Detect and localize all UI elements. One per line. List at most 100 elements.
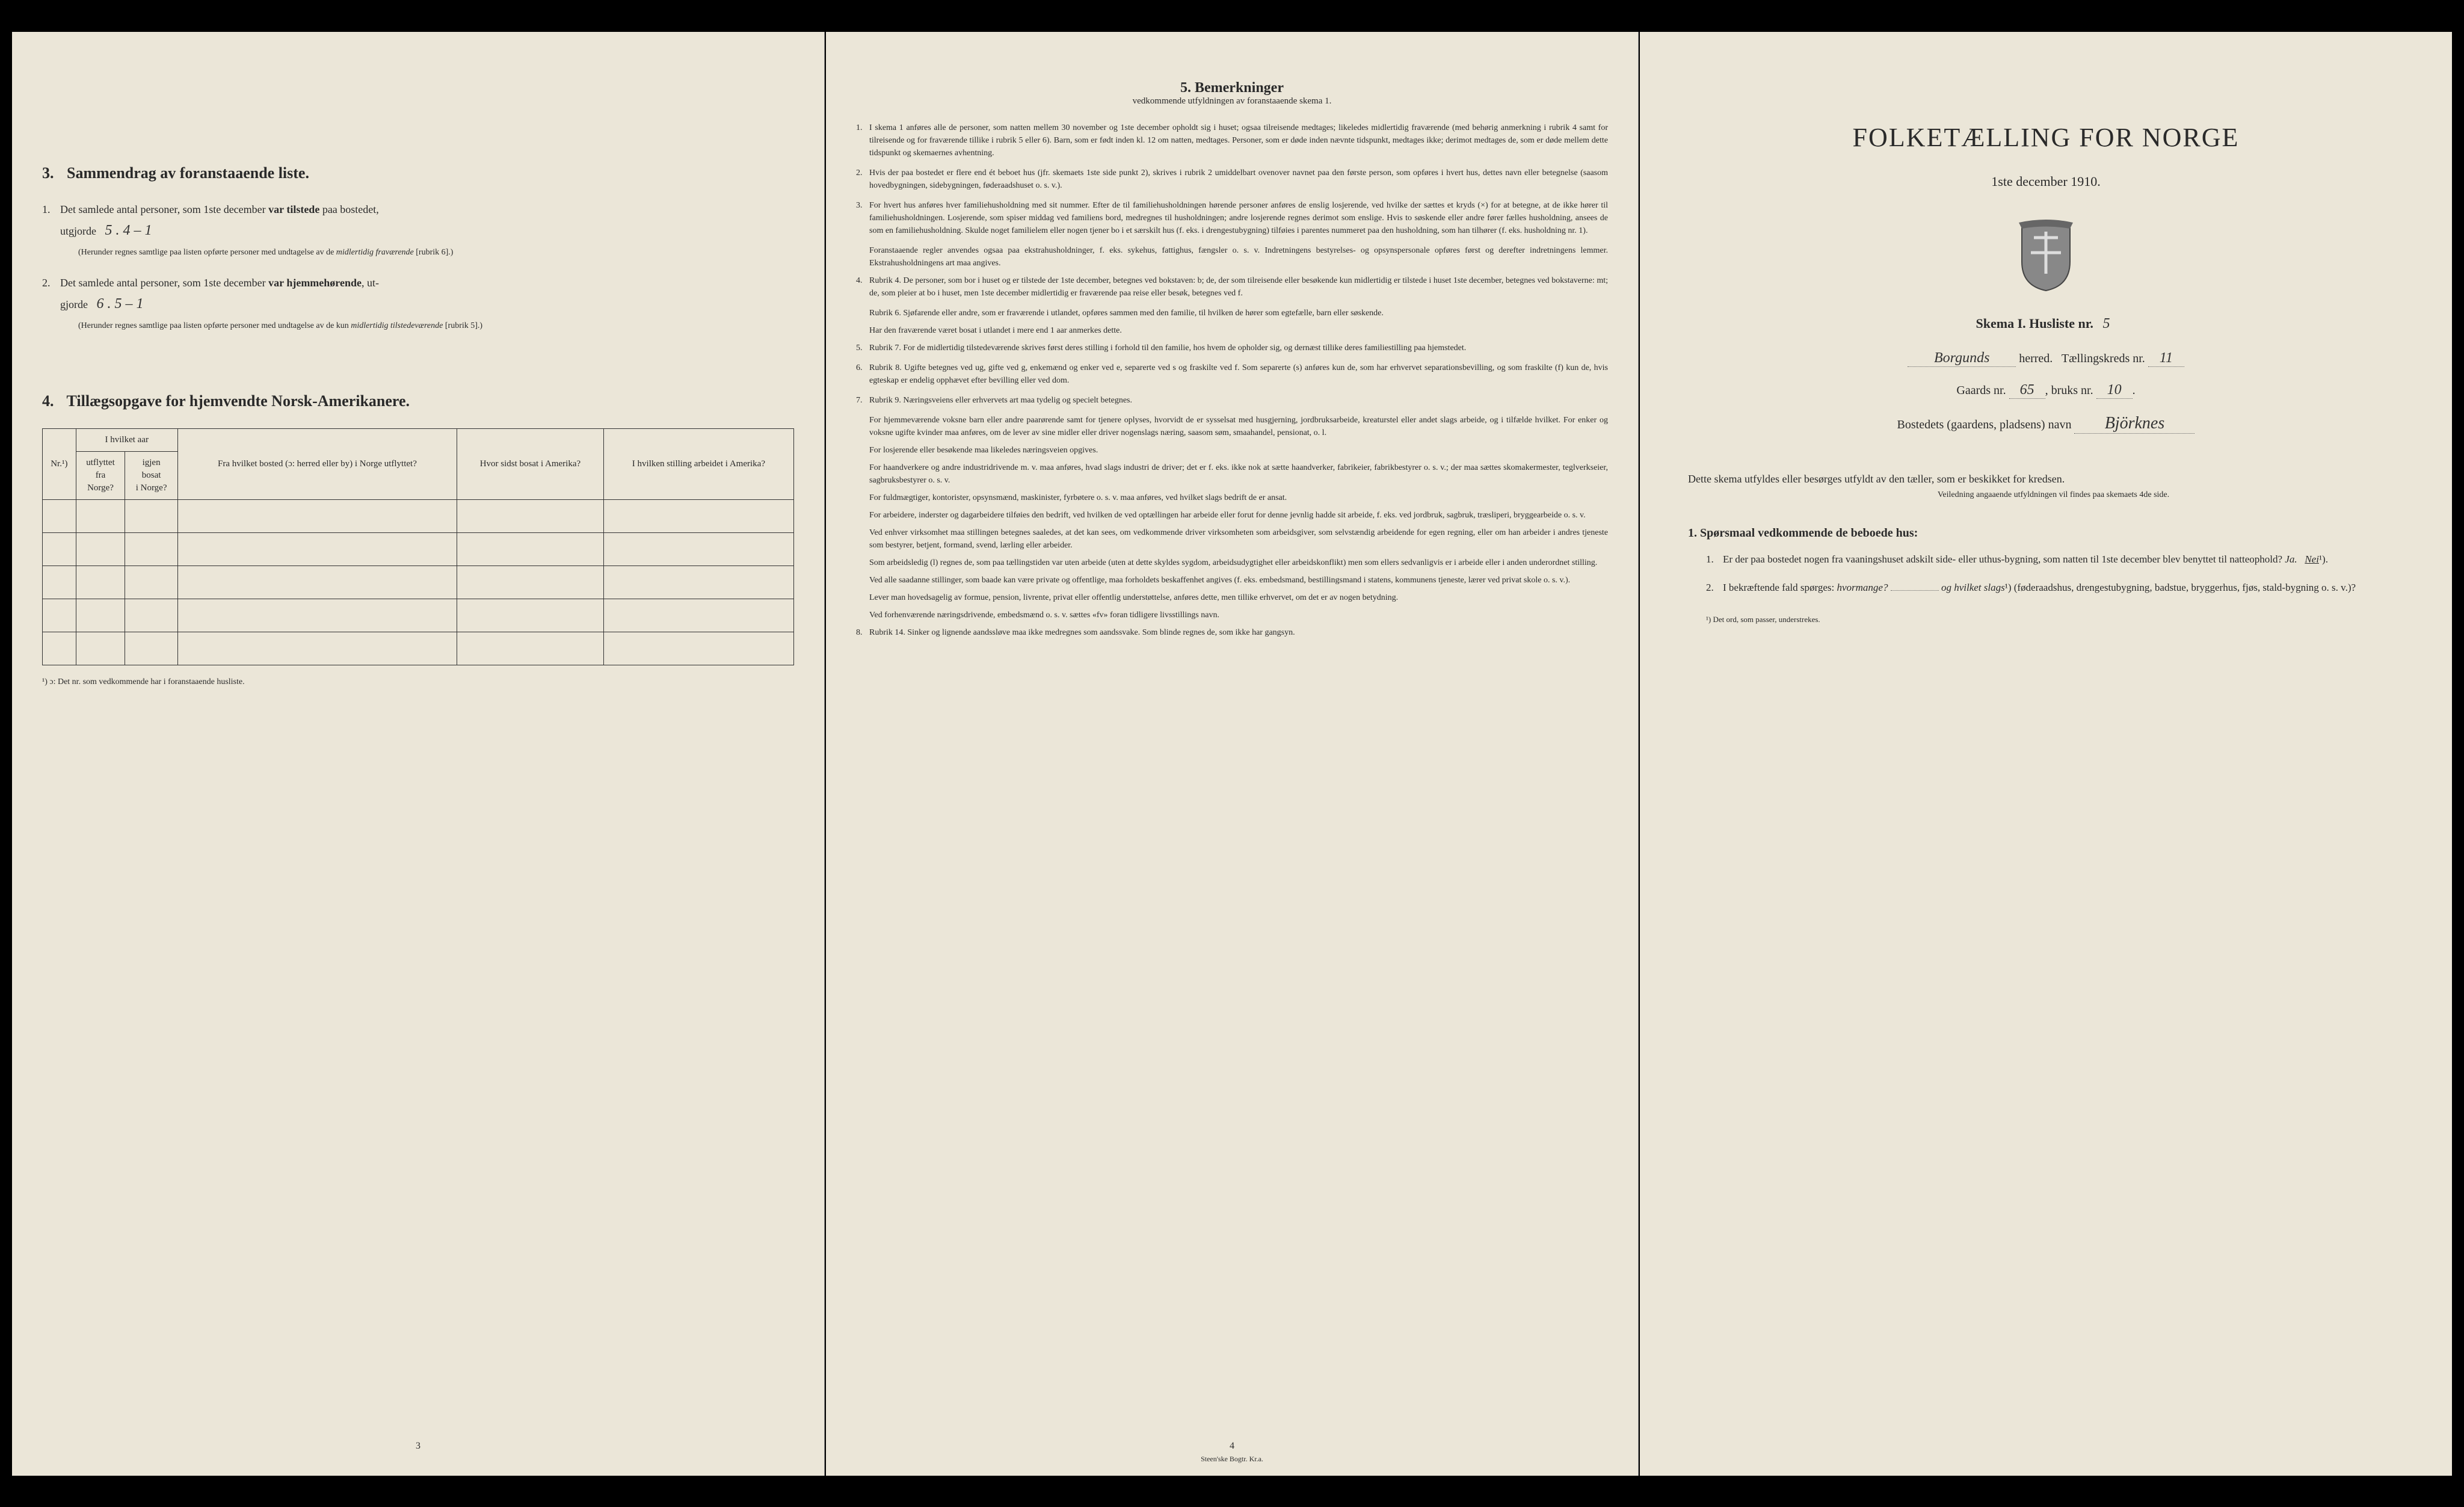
section4-title: 4. Tillægsopgave for hjemvendte Norsk-Am… [42,392,794,410]
th-stilling: I hvilken stilling arbeidet i Amerika? [603,429,793,500]
bosted-value: Björknes [2074,414,2194,434]
item2-note: (Herunder regnes samtlige paa listen opf… [78,321,351,330]
remark-7-p10: Ved forhenværende næringsdrivende, embed… [869,609,1608,621]
remark-7-p6: Ved enhver virksomhet maa stillingen bet… [869,526,1608,552]
remark-7: 7. Rubrik 9. Næringsveiens eller erhverv… [856,394,1608,407]
remark-2: 2. Hvis der paa bostedet er flere end ét… [856,167,1608,192]
remarks-num: 5. [1180,80,1191,96]
page-num-4: 4 [1230,1441,1234,1452]
item1-text-b: paa bostedet, [319,203,378,215]
table-row [43,566,794,599]
kreds-nr: 11 [2148,350,2184,367]
remarks-text: Bemerkninger [1195,80,1284,96]
q1-text: Er der paa bostedet nogen fra vaaningshu… [1723,553,2285,565]
th-amerika: Hvor sidst bosat i Amerika? [457,429,604,500]
item1-text-a: Det samlede antal personer, som 1ste dec… [60,203,268,215]
item2-text-c: gjorde [60,298,90,310]
remark-1-text: I skema 1 anføres alle de personer, som … [869,122,1608,159]
skema-nr: 5 [2096,316,2116,331]
remark-5: 5. Rubrik 7. For de midlertidig tilstede… [856,342,1608,354]
bruks-nr: 10 [2096,382,2133,399]
remark-7-p2: For losjerende eller besøkende maa likel… [869,444,1608,457]
remark-7-p5: For arbeidere, inderster og dagarbeidere… [869,509,1608,522]
remark-1: 1. I skema 1 anføres alle de personer, s… [856,122,1608,159]
remark-7-p4: For fuldmægtiger, kontorister, opsynsmæn… [869,492,1608,504]
remark-3-text: For hvert hus anføres hver familiehushol… [869,199,1608,237]
section4-text: Tillægsopgave for hjemvendte Norsk-Ameri… [67,392,410,410]
section4-footnote: ¹) ɔ: Det nr. som vedkommende har i fora… [42,677,794,687]
instruction-sub: Veiledning angaaende utfyldningen vil fi… [1703,488,2404,502]
herred-value: Borgunds [1908,350,2016,367]
remark-7-text: Rubrik 9. Næringsveiens eller erhvervets… [869,394,1608,407]
right-footnote-text: ¹) Det ord, som passer, understrekes. [1706,615,1820,624]
th-group: I hvilket aar [76,429,177,452]
remarks-title: 5. Bemerkninger [856,80,1608,96]
item1-num: 1. [42,200,60,259]
question-block: 1. Spørsmaal vedkommende de beboede hus:… [1688,526,2404,597]
q1-ja: Ja. [2285,553,2297,565]
q2-sup: ¹) [2005,582,2012,593]
item2-text-a: Det samlede antal personer, som 1ste dec… [60,277,268,289]
item1-note: (Herunder regnes samtlige paa listen opf… [78,248,336,257]
remark-7-p8: Ved alle saadanne stillinger, som baade … [869,574,1608,587]
remark-3: 3. For hvert hus anføres hver familiehus… [856,199,1608,237]
th-igjen: igjenbosati Norge? [125,452,177,500]
remark-4-text: Rubrik 4. De personer, som bor i huset o… [869,274,1608,300]
page-left: 3. Sammendrag av foranstaaende liste. 1.… [12,32,825,1476]
instruction-block: Dette skema utfyldes eller besørges utfy… [1688,470,2404,502]
table-row [43,632,794,665]
amerikanere-table: Nr.¹) I hvilket aar Fra hvilket bosted (… [42,428,794,665]
th-utflyttet: utflyttetfraNorge? [76,452,125,500]
q2-text-b: og [1941,582,1954,593]
item1-note-italic: midlertidig fraværende [336,248,414,257]
remark-5-num: 5. [856,342,869,354]
remark-8: 8. Rubrik 14. Sinker og lignende aandssl… [856,626,1608,639]
remark-7-p9: Lever man hovedsagelig av formue, pensio… [869,591,1608,604]
section3-title: 3. Sammendrag av foranstaaende liste. [42,164,794,182]
remark-4-num: 4. [856,274,869,300]
item2-num: 2. [42,274,60,332]
q2-italic-a: hvormange? [1837,582,1888,593]
th-bosted: Fra hvilket bosted (ɔ: herred eller by) … [177,429,457,500]
remark-8-num: 8. [856,626,869,639]
item2-value: 6 . 5 – 1 [90,296,149,312]
remark-7-p1: For hjemmeværende voksne barn eller andr… [869,414,1608,439]
skema-label: Skema I. Husliste nr. [1976,316,2093,331]
right-footnote: ¹) Det ord, som passer, understrekes. [1706,615,2404,624]
q2-text-a: I bekræftende fald spørges: [1723,582,1837,593]
remark-7-p7: Som arbeidsledig (l) regnes de, som paa … [869,556,1608,569]
page-num-3: 3 [416,1441,420,1452]
remark-4-para2: Har den fraværende været bosat i utlande… [869,324,1608,337]
remark-2-text: Hvis der paa bostedet er flere end ét be… [869,167,1608,192]
q-title-num: 1. [1688,526,1697,540]
item2-note-italic: midlertidig tilstedeværende [351,321,443,330]
item1-text-c: utgjorde [60,225,99,237]
skema-line: Skema I. Husliste nr. 5 [1670,316,2422,332]
item2-text-b: , ut- [362,277,379,289]
herred-label: herred. [2019,352,2053,365]
q2-italic-b: hvilket slags [1954,582,2005,593]
coat-of-arms-icon [2016,220,2076,292]
date-line: 1ste december 1910. [1670,174,2422,190]
q1-nei: Nei [2305,553,2319,565]
item1-bold: var tilstede [268,203,319,215]
section3-text: Sammendrag av foranstaaende liste. [67,164,309,182]
remark-5-text: Rubrik 7. For de midlertidig tilstedevær… [869,342,1608,354]
remark-6-text: Rubrik 8. Ugifte betegnes ved ug, gifte … [869,362,1608,387]
gaards-nr: 65 [2009,382,2045,399]
q2-text-c: (føderaadshus, drengestubygning, badstue… [2014,582,2356,593]
gaards-line: Gaards nr. 65, bruks nr. 10. [1670,382,2422,399]
remark-4-para1: Rubrik 6. Sjøfarende eller andre, som er… [869,307,1608,319]
remark-6: 6. Rubrik 8. Ugifte betegnes ved ug, gif… [856,362,1608,387]
q1-num: 1. [1706,551,1723,569]
remark-3-num: 3. [856,199,869,237]
item1-note-end: [rubrik 6].) [414,248,454,257]
main-title: FOLKETÆLLING FOR NORGE [1670,122,2422,153]
bosted-line: Bostedets (gaardens, pladsens) navn Björ… [1670,414,2422,434]
th-nr: Nr.¹) [43,429,76,500]
remark-3-para: Foranstaaende regler anvendes ogsaa paa … [869,244,1608,270]
kreds-label: Tællingskreds nr. [2062,352,2145,365]
page-right: FOLKETÆLLING FOR NORGE 1ste december 191… [1640,32,2452,1476]
remark-7-num: 7. [856,394,869,407]
remark-4: 4. Rubrik 4. De personer, som bor i huse… [856,274,1608,300]
